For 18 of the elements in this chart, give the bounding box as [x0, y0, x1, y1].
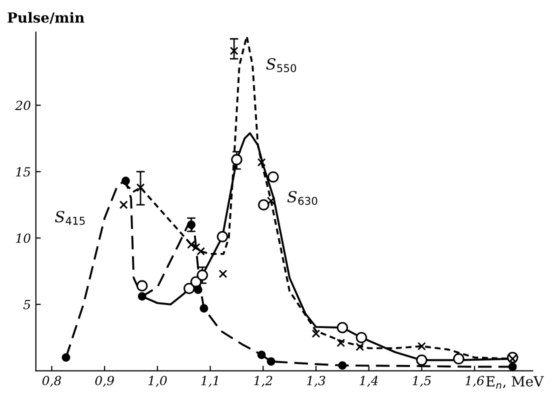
x-tick-label: 0,9: [95, 376, 114, 387]
series-label: S$_{630}$: [287, 190, 318, 205]
x-tick-label: 1,1: [201, 376, 218, 387]
y-tick-label: 10: [16, 233, 30, 243]
x-tick-label: 1,6: [465, 376, 484, 387]
series-label: S$_{550}$: [266, 58, 296, 72]
x-tick-label: 0,8: [42, 376, 62, 387]
x-tick-label: 1,0: [148, 376, 167, 387]
x-tick-label: 1,4: [360, 376, 378, 387]
x-tick-label: 1,5: [412, 376, 431, 387]
y-tick-label: 15: [16, 167, 30, 177]
x-tick-label: 1,3: [306, 376, 326, 387]
series-label: S$_{415}$: [55, 210, 85, 225]
y-axis-title: Pulse/min: [8, 12, 84, 24]
y-tick-label: 20: [15, 100, 30, 110]
x-tick-label: 1,2: [254, 376, 272, 387]
x-axis-title: E$_{n}$, MeV: [486, 376, 544, 389]
y-tick-label: 5: [23, 300, 30, 310]
